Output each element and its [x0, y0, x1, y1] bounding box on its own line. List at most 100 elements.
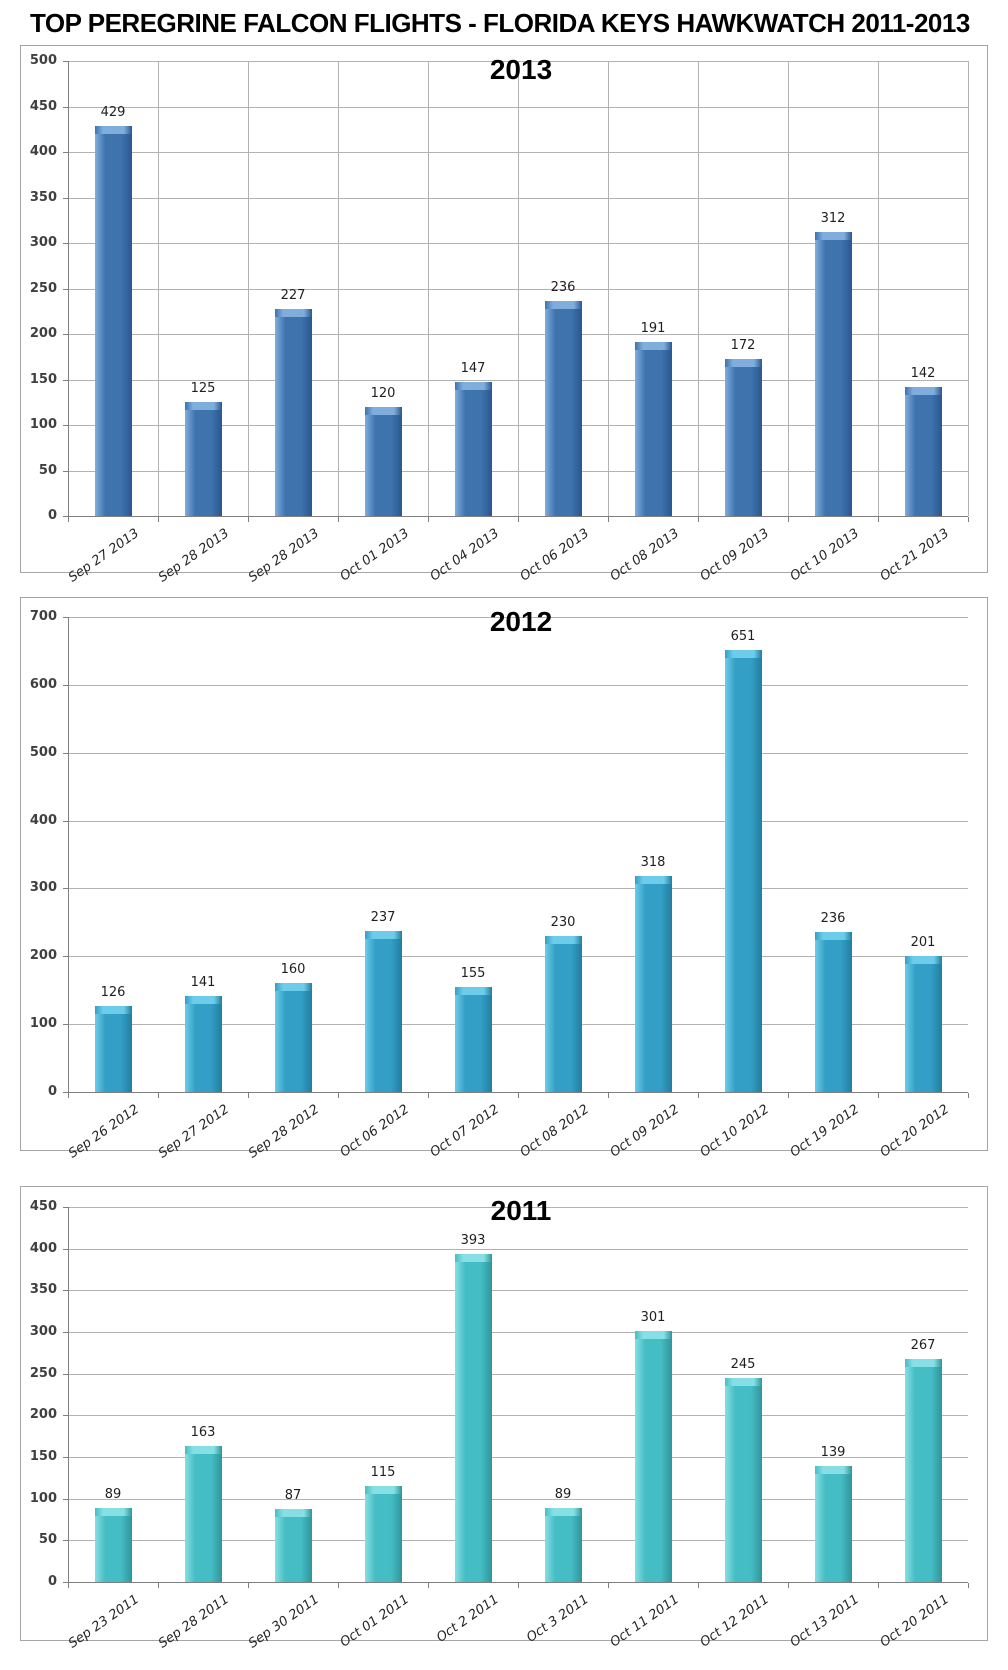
h-gridline	[68, 1290, 968, 1291]
bar-value-label: 139	[820, 1445, 846, 1460]
v-gridline	[878, 61, 879, 516]
y-axis-tick	[63, 888, 68, 889]
bar	[275, 1509, 312, 1582]
y-axis-tick	[63, 1332, 68, 1333]
x-axis-category-label: Oct 2 2011	[433, 1592, 502, 1646]
x-axis-category-label: Sep 23 2011	[65, 1592, 142, 1652]
bar-top-highlight	[635, 342, 672, 350]
bar-value-label: 115	[370, 1465, 396, 1480]
y-axis-tick	[63, 821, 68, 822]
y-axis-tick	[63, 956, 68, 957]
y-axis-label: 400	[29, 1241, 57, 1256]
y-axis-label: 350	[29, 1282, 57, 1297]
bar-value-label: 191	[640, 321, 666, 336]
x-axis-tick	[968, 517, 969, 522]
y-axis-tick	[63, 243, 68, 244]
y-axis-tick	[63, 425, 68, 426]
bar	[95, 126, 132, 516]
bar-top-highlight	[815, 932, 852, 940]
x-axis-tick	[338, 1583, 339, 1588]
y-axis-label: 150	[29, 372, 57, 387]
x-axis-tick	[248, 1093, 249, 1098]
y-axis-tick	[63, 152, 68, 153]
bar-value-label: 236	[550, 280, 576, 295]
bar-top-highlight	[365, 407, 402, 415]
bar	[95, 1006, 132, 1092]
y-axis-label: 250	[29, 281, 57, 296]
y-axis-label: 300	[29, 1324, 57, 1339]
h-gridline	[68, 1207, 968, 1208]
bar	[725, 359, 762, 516]
bar-value-label: 267	[910, 1338, 936, 1353]
y-axis-label: 100	[29, 417, 57, 432]
x-axis-tick	[878, 517, 879, 522]
y-axis-label: 450	[29, 99, 57, 114]
y-axis-tick	[63, 1290, 68, 1291]
x-axis-tick	[608, 1093, 609, 1098]
x-axis-category-label: Oct 19 2012	[787, 1102, 862, 1161]
bar-value-label: 160	[280, 962, 306, 977]
bar-value-label: 120	[370, 386, 396, 401]
y-axis-label: 250	[29, 1366, 57, 1381]
y-axis-label: 400	[29, 813, 57, 828]
bar-value-label: 147	[460, 361, 486, 376]
x-axis-tick	[68, 1093, 69, 1098]
x-axis-category-label: Sep 30 2011	[245, 1592, 322, 1652]
x-axis-tick	[158, 1093, 159, 1098]
y-axis-tick	[63, 380, 68, 381]
x-axis-tick	[968, 1583, 969, 1588]
bar-top-highlight	[635, 1331, 672, 1339]
bar	[905, 956, 942, 1092]
x-axis-category-label: Oct 04 2013	[427, 526, 502, 585]
y-axis-label: 0	[47, 1574, 57, 1589]
bar-top-highlight	[185, 1446, 222, 1454]
bar-top-highlight	[545, 1508, 582, 1516]
x-axis-category-label: Oct 06 2012	[337, 1102, 412, 1161]
h-gridline	[68, 617, 968, 618]
x-axis-tick	[68, 517, 69, 522]
bar	[185, 402, 222, 516]
y-axis-tick	[63, 61, 68, 62]
x-axis-category-label: Sep 28 2013	[155, 526, 232, 586]
bar	[95, 1508, 132, 1582]
v-gridline	[338, 61, 339, 516]
x-axis-tick	[428, 517, 429, 522]
x-axis	[68, 1582, 968, 1583]
bar	[815, 932, 852, 1092]
bar-value-label: 318	[640, 855, 666, 870]
bar-value-label: 155	[460, 966, 486, 981]
bar-value-label: 651	[730, 629, 756, 644]
bar	[815, 1466, 852, 1582]
bar	[635, 342, 672, 516]
bar-value-label: 163	[190, 1425, 216, 1440]
bar	[185, 1446, 222, 1582]
x-axis-category-label: Sep 27 2012	[155, 1102, 232, 1162]
bar	[635, 1331, 672, 1582]
y-axis-label: 500	[29, 53, 57, 68]
y-axis-label: 100	[29, 1491, 57, 1506]
y-axis-label: 200	[29, 326, 57, 341]
x-axis-tick	[338, 1093, 339, 1098]
y-axis-tick	[63, 289, 68, 290]
x-axis-category-label: Sep 28 2013	[245, 526, 322, 586]
y-axis-tick	[63, 107, 68, 108]
bar-top-highlight	[725, 1378, 762, 1386]
y-axis-label: 400	[29, 144, 57, 159]
x-axis-tick	[608, 517, 609, 522]
x-axis-tick	[788, 517, 789, 522]
bar-top-highlight	[905, 387, 942, 395]
x-axis-tick	[428, 1583, 429, 1588]
bar	[365, 1486, 402, 1582]
y-axis-tick	[63, 685, 68, 686]
y-axis-tick	[63, 1024, 68, 1025]
h-gridline	[68, 685, 968, 686]
chart-title-2012: 2012	[489, 606, 553, 637]
x-axis-category-label: Sep 28 2011	[155, 1592, 232, 1652]
bar-value-label: 245	[730, 1357, 756, 1372]
bar-top-highlight	[545, 301, 582, 309]
bar-value-label: 172	[730, 338, 756, 353]
x-axis-category-label: Oct 20 2012	[877, 1102, 952, 1161]
h-gridline	[68, 1249, 968, 1250]
bar-top-highlight	[185, 402, 222, 410]
y-axis-label: 150	[29, 1449, 57, 1464]
